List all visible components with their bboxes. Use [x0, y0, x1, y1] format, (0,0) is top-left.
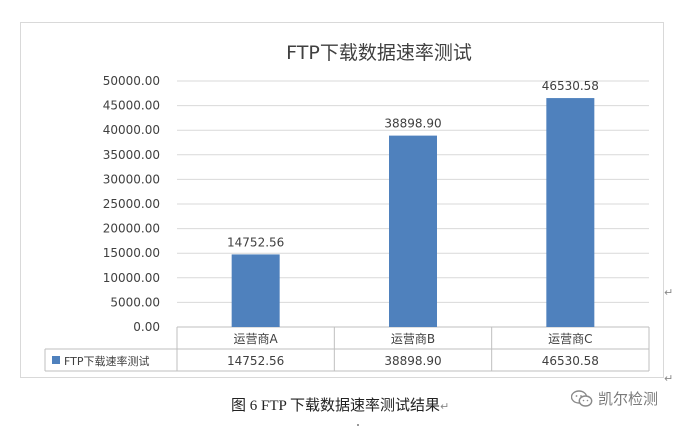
y-tick-label: 25000.00 [103, 197, 160, 211]
y-tick-label: 30000.00 [103, 172, 160, 186]
table-value: 38898.90 [384, 354, 441, 368]
y-tick-label: 50000.00 [103, 74, 160, 88]
category-label: 运营商B [391, 331, 435, 346]
wechat-icon [571, 389, 593, 407]
y-tick-label: 5000.00 [110, 295, 160, 309]
data-label: 46530.58 [542, 79, 599, 93]
caption-text: 图 6 FTP 下载数据速率测试结果 [231, 398, 441, 414]
y-tick-label: 40000.00 [103, 123, 160, 137]
y-tick-label: 15000.00 [103, 246, 160, 260]
legend-label: FTP下载速率测试 [64, 354, 150, 368]
paragraph-mark: ↵ [664, 372, 674, 385]
table-value: 46530.58 [542, 354, 599, 368]
y-tick-label: 35000.00 [103, 148, 160, 162]
bar [231, 254, 280, 327]
chart-title: FTP下载数据速率测试 [286, 42, 472, 64]
y-tick-label: 0.00 [133, 320, 160, 334]
bar [546, 98, 595, 327]
y-tick-label: 45000.00 [103, 99, 160, 113]
figure-caption: 图 6 FTP 下载数据速率测试结果↵ [231, 394, 449, 415]
table-value: 14752.56 [227, 354, 284, 368]
stray-dot [357, 424, 359, 426]
category-label: 运营商A [234, 331, 279, 346]
data-label: 38898.90 [384, 117, 441, 131]
y-tick-label: 20000.00 [103, 222, 160, 236]
category-label: 运营商C [548, 331, 592, 346]
y-tick-label: 10000.00 [103, 271, 160, 285]
watermark: 凯尔检测 [571, 388, 658, 409]
paragraph-mark: ↵ [664, 286, 674, 299]
paragraph-mark: ↵ [440, 400, 450, 413]
bar [389, 135, 437, 327]
chart-frame: FTP下载数据速率测试 0.00 5000.00 10000.00 15000.00 20… [20, 22, 664, 378]
legend-swatch [52, 356, 60, 364]
data-label: 14752.56 [227, 235, 284, 249]
bar-chart: FTP下载数据速率测试 0.00 5000.00 10000.00 15000.00 20… [44, 42, 650, 372]
watermark-text: 凯尔检测 [598, 390, 659, 408]
